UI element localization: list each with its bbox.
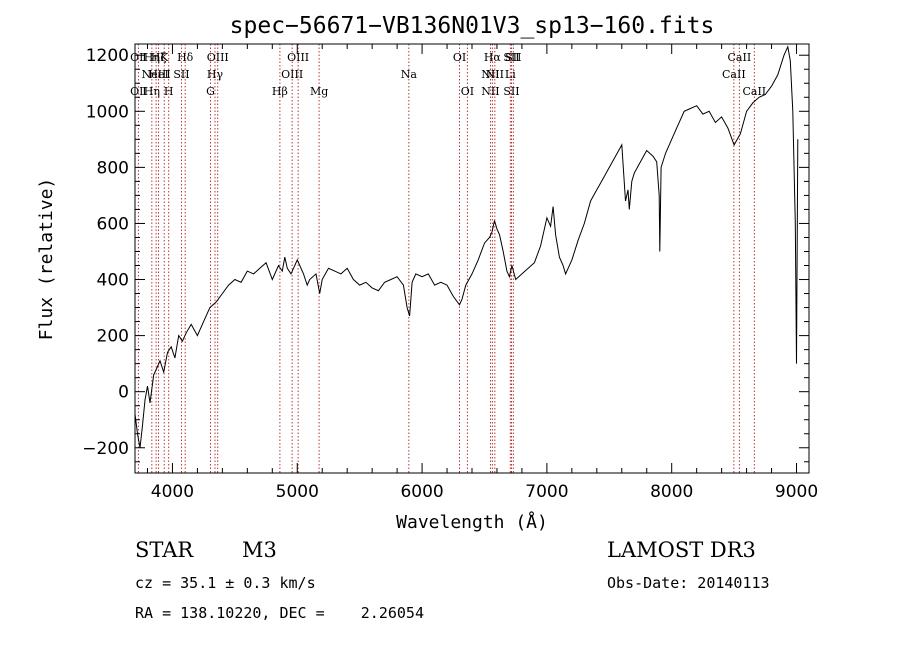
emission-line-label: SII [503,85,519,98]
emission-line-label: NII [486,68,504,81]
x-axis-label: Wavelength (Å) [396,511,548,533]
emission-line-label: Hβ [272,85,288,98]
emission-line-label: OⅡ [130,85,147,98]
emission-line-label: CaII [742,85,766,98]
object-subclass: M3 [242,538,277,562]
emission-line-label: OIII [207,51,229,64]
y-tick-label: 800 [97,158,129,178]
emission-line-label: Hη [144,85,160,98]
survey-name: LAMOST DR3 [607,538,756,562]
emission-line-label: SII [173,68,189,81]
object-class: STAR [135,538,194,562]
redshift-value: cz = 35.1 ± 0.3 km/s [135,574,316,592]
x-tick-label: 5000 [276,482,319,502]
emission-line-label: Hη [144,51,160,64]
x-tick-label: 4000 [151,482,194,502]
emission-line-label: NII [481,68,499,81]
emission-line-label: Hα [484,51,502,64]
x-tick-label: 7000 [525,482,568,502]
observation-date: Obs-Date: 20140113 [607,574,770,592]
emission-line-label: HeI [148,68,168,81]
emission-line-label: OI [453,51,466,64]
plot-frame [134,43,810,474]
y-tick-label: 400 [97,271,129,291]
y-tick-label: 600 [97,214,129,234]
emission-line-label: OIII [287,51,309,64]
y-tick-label: 0 [118,383,129,403]
emission-line-label: SII [505,51,521,64]
emission-line-label: CaII [728,51,752,64]
emission-line-label: CaII [722,68,746,81]
y-tick-label: 1200 [86,46,129,66]
emission-line-label: SII [503,51,519,64]
x-axis-ticks: 4000 5000 6000 7000 8000 9000 [146,44,818,502]
emission-line-markers [137,44,755,473]
emission-line-label: H [164,85,174,98]
chart-title: spec−56671−VB136N01V3_sp13−160.fits [230,13,715,39]
y-axis-label: Flux (relative) [36,178,57,341]
emission-line-label: Hγ [207,68,224,81]
coordinates: RA = 138.10220, DEC = 2.26054 [135,604,424,622]
x-tick-label: 9000 [775,482,818,502]
emission-line-label: K [160,51,169,64]
spectrum-line [134,45,799,448]
emission-line-label: Li [505,68,516,81]
y-tick-label: 200 [97,327,129,347]
emission-line-label: OIII [281,68,303,81]
emission-line-label: Na [401,68,418,81]
emission-line-label: Hζ [151,51,167,64]
y-axis-ticks: −200 0 200 400 600 800 1000 1200 [82,46,809,463]
emission-line-label: Mg [310,85,328,98]
y-tick-label: −200 [82,439,129,459]
emission-line-label: NII [481,85,499,98]
y-tick-label: 1000 [86,102,129,122]
x-tick-label: 6000 [400,482,443,502]
emission-line-label: G [206,85,215,98]
emission-line-label: OⅡ [130,51,147,64]
emission-line-label: Hδ [177,51,194,64]
emission-line-label: NeIII [142,68,171,81]
x-tick-label: 8000 [650,482,693,502]
emission-line-label: OI [461,85,474,98]
emission-line-labels: OⅡOⅡHηHηNeIIIHζHeIKHSIIHδGHγOIIIHβOIIIOI… [130,51,766,98]
